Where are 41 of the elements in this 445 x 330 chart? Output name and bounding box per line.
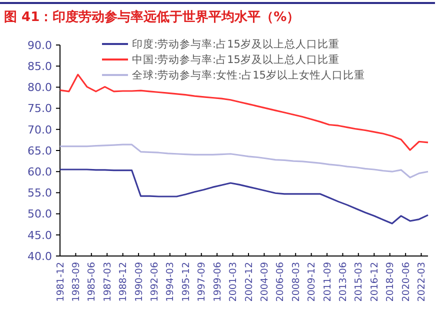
y-tick-label: 40.0: [28, 250, 52, 263]
x-tick-label: 1992-06: [150, 262, 161, 302]
y-tick-label: 50.0: [28, 208, 52, 221]
legend-label: 印度:劳动参与率:占15岁及以上总人口比重: [132, 38, 340, 51]
x-tick-label: 1988-12: [118, 262, 130, 302]
line-series: [59, 144, 429, 178]
x-tick-label: 1997-09: [196, 262, 208, 302]
y-tick-label: 70.0: [28, 123, 52, 136]
y-tick-label: 55.0: [28, 186, 52, 200]
x-tick-label: 2016-12: [369, 262, 380, 302]
y-tick-label: 65.0: [28, 144, 52, 158]
x-tick-label: 1985-06: [86, 262, 98, 302]
x-tick-label: 2015-03: [354, 262, 365, 302]
x-tick-label: 1981-12: [55, 262, 66, 302]
x-tick-label: 1995-12: [180, 262, 192, 302]
x-tick-label: 2022-03: [416, 262, 428, 302]
y-tick-label: 90.0: [28, 38, 52, 52]
x-tick-label: 2002-12: [244, 262, 255, 302]
x-tick-label: 2006-06: [275, 262, 286, 302]
chart-title: 图 41：印度劳动参与率远低于世界平均水平（%）: [4, 9, 300, 25]
x-tick-label: 2004-09: [260, 262, 271, 302]
x-tick-label: 1987-03: [102, 262, 114, 302]
y-tick-label: 85.0: [28, 60, 52, 73]
x-tick-label: 1990-09: [134, 262, 145, 302]
x-tick-label: 2013-06: [338, 262, 350, 302]
y-tick-label: 45.0: [28, 228, 52, 242]
x-tick-label: 2018-09: [385, 262, 396, 302]
x-tick-label: 2008-03: [290, 262, 302, 302]
x-tick-label: 2020-06: [400, 262, 412, 302]
x-tick-label: 1999-06: [212, 262, 224, 302]
line-series: [59, 168, 429, 224]
x-tick-label: 1983-09: [71, 262, 82, 302]
y-tick-label: 75.0: [28, 102, 52, 116]
legend-label: 全球:劳动参与率:女性:占15岁以上女性人口比重: [132, 68, 365, 82]
x-tick-label: 2011-09: [322, 262, 334, 302]
x-tick-label: 2009-12: [306, 262, 318, 302]
y-tick-label: 80.0: [28, 81, 52, 94]
x-tick-label: 2001-03: [228, 262, 240, 302]
legend-label: 中国:劳动参与率:占15岁及以上总人口比重: [132, 53, 340, 66]
x-tick-label: 1994-03: [165, 262, 176, 302]
y-tick-label: 60.0: [28, 165, 52, 178]
